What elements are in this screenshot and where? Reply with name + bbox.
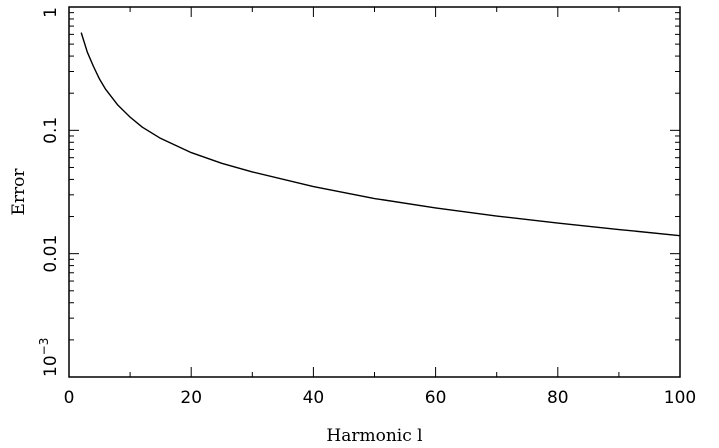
x-tick-label: 80	[547, 388, 569, 408]
x-axis-title: Harmonic l	[326, 426, 422, 446]
x-tick-labels: 0 20 40 60 80 100	[64, 388, 697, 408]
y-tick-label: 1	[41, 7, 61, 18]
plot-frame	[68, 6, 681, 378]
x-tick-label: 40	[303, 388, 325, 408]
y-axis-title: Error	[9, 168, 29, 216]
y-tick-labels: 10−3 0.01 0.1 1	[37, 7, 61, 377]
x-tick-label: 0	[64, 388, 75, 408]
y-tick-label: 0.01	[41, 235, 61, 273]
series-group	[80, 32, 681, 237]
axis-ticks	[68, 6, 681, 378]
series-line	[80, 32, 681, 237]
x-tick-label: 60	[425, 388, 447, 408]
y-tick-label: 10−3	[37, 338, 61, 377]
x-tick-label: 20	[180, 388, 202, 408]
x-tick-label: 100	[664, 388, 696, 408]
y-tick-label: 0.1	[41, 117, 61, 144]
